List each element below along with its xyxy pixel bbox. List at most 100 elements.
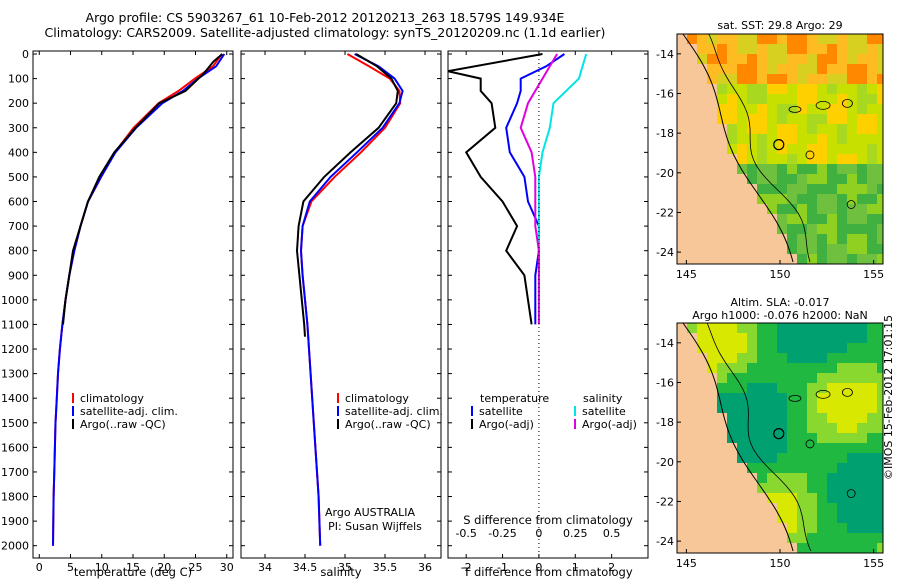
- map-cell: [847, 383, 857, 393]
- map-y-tick-label: -20: [656, 456, 674, 469]
- map-cell: [777, 184, 787, 194]
- argo-program-label: Argo AUSTRALIA: [325, 506, 415, 519]
- map-cell: [787, 74, 797, 84]
- map-cell: [817, 194, 827, 204]
- x-tick-label: 15: [126, 561, 140, 574]
- map-cell: [677, 204, 687, 214]
- map-cell: [727, 333, 737, 343]
- map-cell: [827, 443, 837, 453]
- map-cell: [737, 144, 747, 154]
- reef-outline: [788, 105, 802, 113]
- map-cell: [837, 453, 847, 463]
- map-cell: [777, 234, 787, 244]
- map-cell: [877, 433, 883, 443]
- map-cell: [697, 234, 707, 244]
- map-cell: [677, 513, 687, 523]
- map-cell: [817, 34, 827, 44]
- map-cell: [687, 184, 697, 194]
- map-cell: [847, 363, 857, 373]
- map-cell: [787, 114, 797, 124]
- map-cell: [687, 134, 697, 144]
- map-cell: [877, 483, 883, 493]
- map-cell: [677, 54, 687, 64]
- map-cell: [717, 353, 727, 363]
- map-cell: [727, 134, 737, 144]
- map-cell: [717, 433, 727, 443]
- s-tick-label: -0.5: [455, 527, 476, 540]
- map-cell: [827, 373, 837, 383]
- y-tick-label: 500: [8, 171, 29, 184]
- map-cell: [757, 533, 767, 543]
- map-cell: [807, 423, 817, 433]
- map-cell: [777, 333, 787, 343]
- map-cell: [737, 54, 747, 64]
- map-cell: [677, 34, 687, 44]
- map-cell: [767, 463, 777, 473]
- map-cell: [817, 254, 827, 264]
- map-cell: [797, 533, 807, 543]
- map-cell: [767, 184, 777, 194]
- map-cell: [797, 483, 807, 493]
- map-cell: [677, 124, 687, 134]
- map-cell: [747, 353, 757, 363]
- map-cell: [717, 363, 727, 373]
- map-cell: [777, 493, 787, 503]
- map-cell: [717, 144, 727, 154]
- map-cell: [797, 194, 807, 204]
- map-cell: [747, 343, 757, 353]
- map-cell: [797, 493, 807, 503]
- map-cell: [737, 164, 747, 174]
- map-cell: [857, 184, 867, 194]
- map-cell: [827, 84, 837, 94]
- map-cell: [797, 473, 807, 483]
- map-cell: [877, 204, 883, 214]
- map-cell: [797, 134, 807, 144]
- map-cell: [727, 174, 737, 184]
- map-cell: [837, 164, 847, 174]
- map-cell: [817, 144, 827, 154]
- map-cell: [727, 214, 737, 224]
- map-cell: [867, 214, 877, 224]
- map-cell: [847, 254, 857, 264]
- map-cell: [737, 234, 747, 244]
- map-cell: [807, 104, 817, 114]
- map-cell: [807, 383, 817, 393]
- map-cell: [857, 493, 867, 503]
- map-cell: [847, 54, 857, 64]
- map-cell: [767, 473, 777, 483]
- map-cell: [687, 483, 697, 493]
- map-cell: [797, 234, 807, 244]
- map-cell: [777, 513, 787, 523]
- map-cell: [817, 503, 827, 513]
- map-cell: [817, 513, 827, 523]
- map-cell: [787, 174, 797, 184]
- map-cell: [857, 154, 867, 164]
- map-cell: [747, 64, 757, 74]
- map-cell: [757, 523, 767, 533]
- x-tick-label: 2: [608, 561, 615, 574]
- map-cell: [727, 443, 737, 453]
- series-sat-line: [505, 53, 565, 325]
- map-cell: [677, 154, 687, 164]
- map-cell: [797, 353, 807, 363]
- map-cell: [717, 94, 727, 104]
- map-cell: [877, 34, 883, 44]
- map-cell: [737, 124, 747, 134]
- map-cell: [757, 353, 767, 363]
- legend-label: Argo(..raw -QC): [345, 418, 431, 431]
- map-cell: [797, 174, 807, 184]
- x-tick-label: 10: [95, 561, 109, 574]
- map-cell: [867, 373, 877, 383]
- map-cell: [797, 184, 807, 194]
- map-cell: [797, 433, 807, 443]
- map-cell: [767, 114, 777, 124]
- map-cell: [807, 194, 817, 204]
- map-cell: [877, 54, 883, 64]
- map-cell: [837, 74, 847, 84]
- map-cell: [877, 84, 883, 94]
- map-cell: [727, 144, 737, 154]
- map-cell: [837, 353, 847, 363]
- map-cell: [847, 403, 857, 413]
- map-cell: [697, 543, 707, 553]
- map-cell: [727, 483, 737, 493]
